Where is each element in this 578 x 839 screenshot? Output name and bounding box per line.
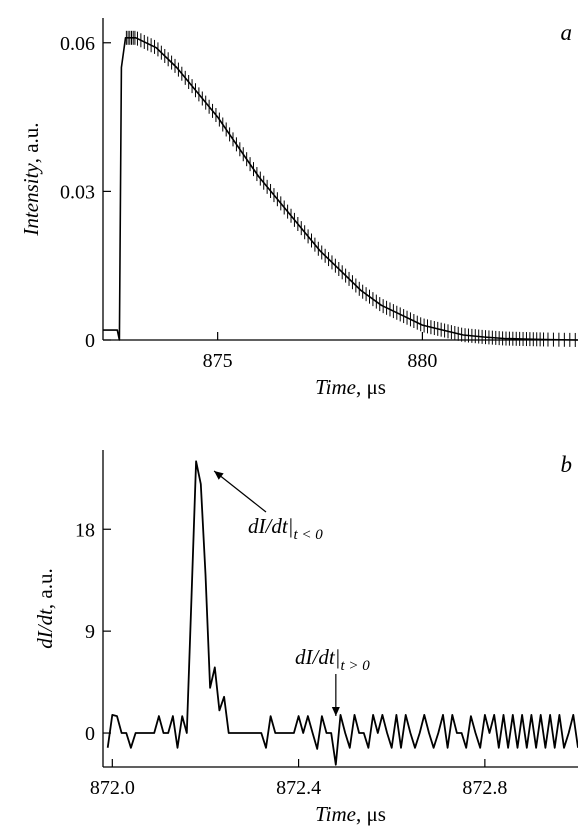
data-line	[106, 460, 578, 766]
x-axis-label: Time, μs	[315, 375, 386, 399]
x-axis-label: Time, μs	[315, 802, 386, 826]
panel-b: 0 9 18 872.0 872.4 872.8 Time, μs dI/dt, a.u. b d…	[33, 450, 578, 826]
y-axis-label: Intensity, a.u.	[19, 122, 43, 236]
annotation-arrow-head	[331, 707, 340, 716]
annotation-label: dI/dt|t > 0	[295, 645, 370, 674]
y-tick-label: 0.06	[60, 33, 95, 55]
annotation-main: dI/dt|	[248, 514, 293, 538]
panel-a: 0 0.03 0.06 875 880 Time, μs Intensity, a.u. a	[19, 18, 578, 399]
data-line	[103, 37, 578, 341]
y-axis-label-name: Intensity	[19, 163, 43, 237]
y-tick-label: 0	[85, 330, 95, 352]
y-axis-label-unit: , a.u.	[19, 122, 43, 163]
y-axis-label-unit: , a.u.	[33, 568, 57, 609]
x-tick-label: 872.8	[462, 777, 507, 799]
y-tick-label: 9	[85, 621, 95, 643]
x-tick-label: 872.4	[276, 777, 321, 799]
x-axis-label-name: Time	[315, 375, 356, 399]
panel-label: a	[561, 20, 573, 45]
y-axis-label: dI/dt, a.u.	[33, 568, 57, 649]
x-axis-label-unit: , μs	[356, 802, 386, 826]
annotation-arrow-head	[214, 470, 224, 480]
y-tick-label: 18	[75, 519, 95, 541]
annotation-arrow-line	[213, 470, 267, 513]
y-tick-label: 0.03	[60, 181, 95, 203]
x-axis-label-name: Time	[315, 802, 356, 826]
x-tick-label: 872.0	[90, 777, 135, 799]
annotation-subscript: t < 0	[293, 527, 323, 543]
x-tick-label: 875	[203, 350, 233, 372]
x-tick-label: 880	[407, 350, 437, 372]
annotation-main: dI/dt|	[295, 645, 340, 669]
x-axis-label-unit: , μs	[356, 375, 386, 399]
y-tick-label: 0	[85, 723, 95, 745]
annotation-subscript: t > 0	[340, 658, 370, 674]
panel-label: b	[561, 452, 573, 477]
y-axis-label-name: dI/dt	[33, 608, 57, 649]
annotation-label: dI/dt|t < 0	[248, 514, 323, 543]
